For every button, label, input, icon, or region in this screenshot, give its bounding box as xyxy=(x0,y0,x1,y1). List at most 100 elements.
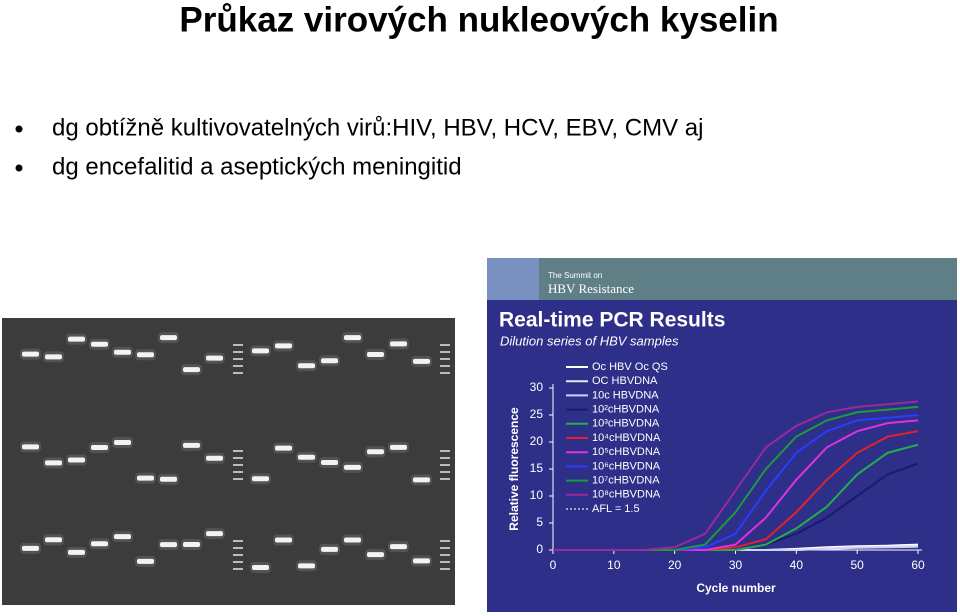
x-tick-label: 40 xyxy=(790,558,804,572)
gel-glow xyxy=(181,539,202,551)
gel-glow xyxy=(273,534,294,546)
gel-ladder xyxy=(440,478,450,480)
legend-label: 10³cHBVDNA xyxy=(592,418,660,430)
gel-band xyxy=(413,477,430,483)
gel-glow xyxy=(296,451,317,463)
gel-glow xyxy=(43,534,64,546)
gel-glow xyxy=(342,332,363,344)
gel-band xyxy=(137,475,154,481)
gel-glow xyxy=(250,473,271,485)
gel-band xyxy=(68,549,85,555)
gel-glow xyxy=(89,338,110,350)
gel-glow xyxy=(342,461,363,473)
gel-band xyxy=(367,449,384,455)
x-tick-label: 0 xyxy=(550,558,557,572)
gel-ladder xyxy=(233,365,243,367)
gel-glow xyxy=(89,538,110,550)
gel-band xyxy=(137,558,154,564)
gel-ladder xyxy=(440,540,450,542)
y-tick-label: 0 xyxy=(536,542,543,556)
gel-glow xyxy=(43,351,64,363)
gel-ladder xyxy=(233,450,243,452)
bullet-text: dg obtížně kultivovatelných virů:HIV, HB… xyxy=(52,114,703,141)
gel-ladder xyxy=(233,464,243,466)
gel-band xyxy=(298,563,315,569)
banner-accent xyxy=(487,258,539,300)
banner-text: HBV Resistance xyxy=(548,281,634,296)
gel-glow xyxy=(342,534,363,546)
gel-ladder xyxy=(233,568,243,570)
gel-band xyxy=(344,335,361,341)
y-tick-label: 5 xyxy=(536,515,543,529)
legend-label: 10²cHBVDNA xyxy=(592,404,660,416)
gel-ladder xyxy=(440,372,450,374)
gel-glow xyxy=(365,348,386,360)
gel-glow xyxy=(135,349,156,361)
gel-ladder xyxy=(440,464,450,466)
gel-band xyxy=(22,351,39,357)
gel-band xyxy=(252,565,269,571)
gel-ladder xyxy=(440,365,450,367)
legend-label: 10c HBVDNA xyxy=(592,389,659,401)
gel-band xyxy=(183,442,200,448)
gel-ladder xyxy=(233,372,243,374)
gel-band xyxy=(68,457,85,463)
gel-band xyxy=(22,545,39,551)
bullet-dot xyxy=(15,164,23,172)
gel-glow xyxy=(411,555,432,567)
x-tick-label: 10 xyxy=(607,558,621,572)
legend-label: 10⁷cHBVDNA xyxy=(592,475,660,487)
legend-label: 10⁸cHBVDNA xyxy=(592,489,661,501)
gel-ladder xyxy=(233,554,243,556)
gel-band xyxy=(68,336,85,342)
gel-glow xyxy=(112,346,133,358)
y-tick-label: 20 xyxy=(530,434,544,448)
gel-glow xyxy=(89,442,110,454)
gel-band xyxy=(413,358,430,364)
gel-band xyxy=(298,363,315,369)
gel-band xyxy=(22,444,39,450)
gel-ladder xyxy=(233,561,243,563)
gel-band xyxy=(183,367,200,373)
gel-band xyxy=(321,358,338,364)
gel-glow xyxy=(20,441,41,453)
gel-band xyxy=(91,445,108,451)
gel-band xyxy=(298,454,315,460)
y-tick-label: 25 xyxy=(530,407,544,421)
gel-glow xyxy=(365,549,386,561)
gel-glow xyxy=(135,472,156,484)
chart-title: Real-time PCR Results xyxy=(499,309,725,332)
gel-glow xyxy=(273,340,294,352)
gel-glow xyxy=(20,348,41,360)
legend-label: 10⁶cHBVDNA xyxy=(592,460,661,472)
legend-label: 10⁵cHBVDNA xyxy=(592,446,661,458)
gel-band xyxy=(275,343,292,349)
gel-glow xyxy=(158,539,179,551)
gel-glow xyxy=(204,352,225,364)
gel-glow xyxy=(66,546,87,558)
gel-band xyxy=(206,531,223,537)
gel-glow xyxy=(319,457,340,469)
gel-ladder xyxy=(440,457,450,459)
gel-glow xyxy=(181,364,202,376)
chart-subtitle: Dilution series of HBV samples xyxy=(500,333,679,348)
series-line xyxy=(553,400,919,551)
gel-band xyxy=(344,537,361,543)
gel-glow xyxy=(20,542,41,554)
gel-band xyxy=(45,537,62,543)
gel-band xyxy=(206,355,223,361)
gel-glow xyxy=(66,454,87,466)
gel-glow xyxy=(388,441,409,453)
gel-glow xyxy=(112,531,133,543)
legend-label: Oc HBV Oc QS xyxy=(592,361,668,373)
gel-glow xyxy=(319,543,340,555)
chart-background xyxy=(487,258,957,612)
bullet-dot xyxy=(15,125,23,133)
x-tick-label: 30 xyxy=(729,558,743,572)
gel-glow xyxy=(43,457,64,469)
gel-ladder xyxy=(440,547,450,549)
gel-band xyxy=(275,445,292,451)
x-tick-label: 50 xyxy=(850,558,864,572)
gel-glow xyxy=(273,442,294,454)
gel-glow xyxy=(66,333,87,345)
